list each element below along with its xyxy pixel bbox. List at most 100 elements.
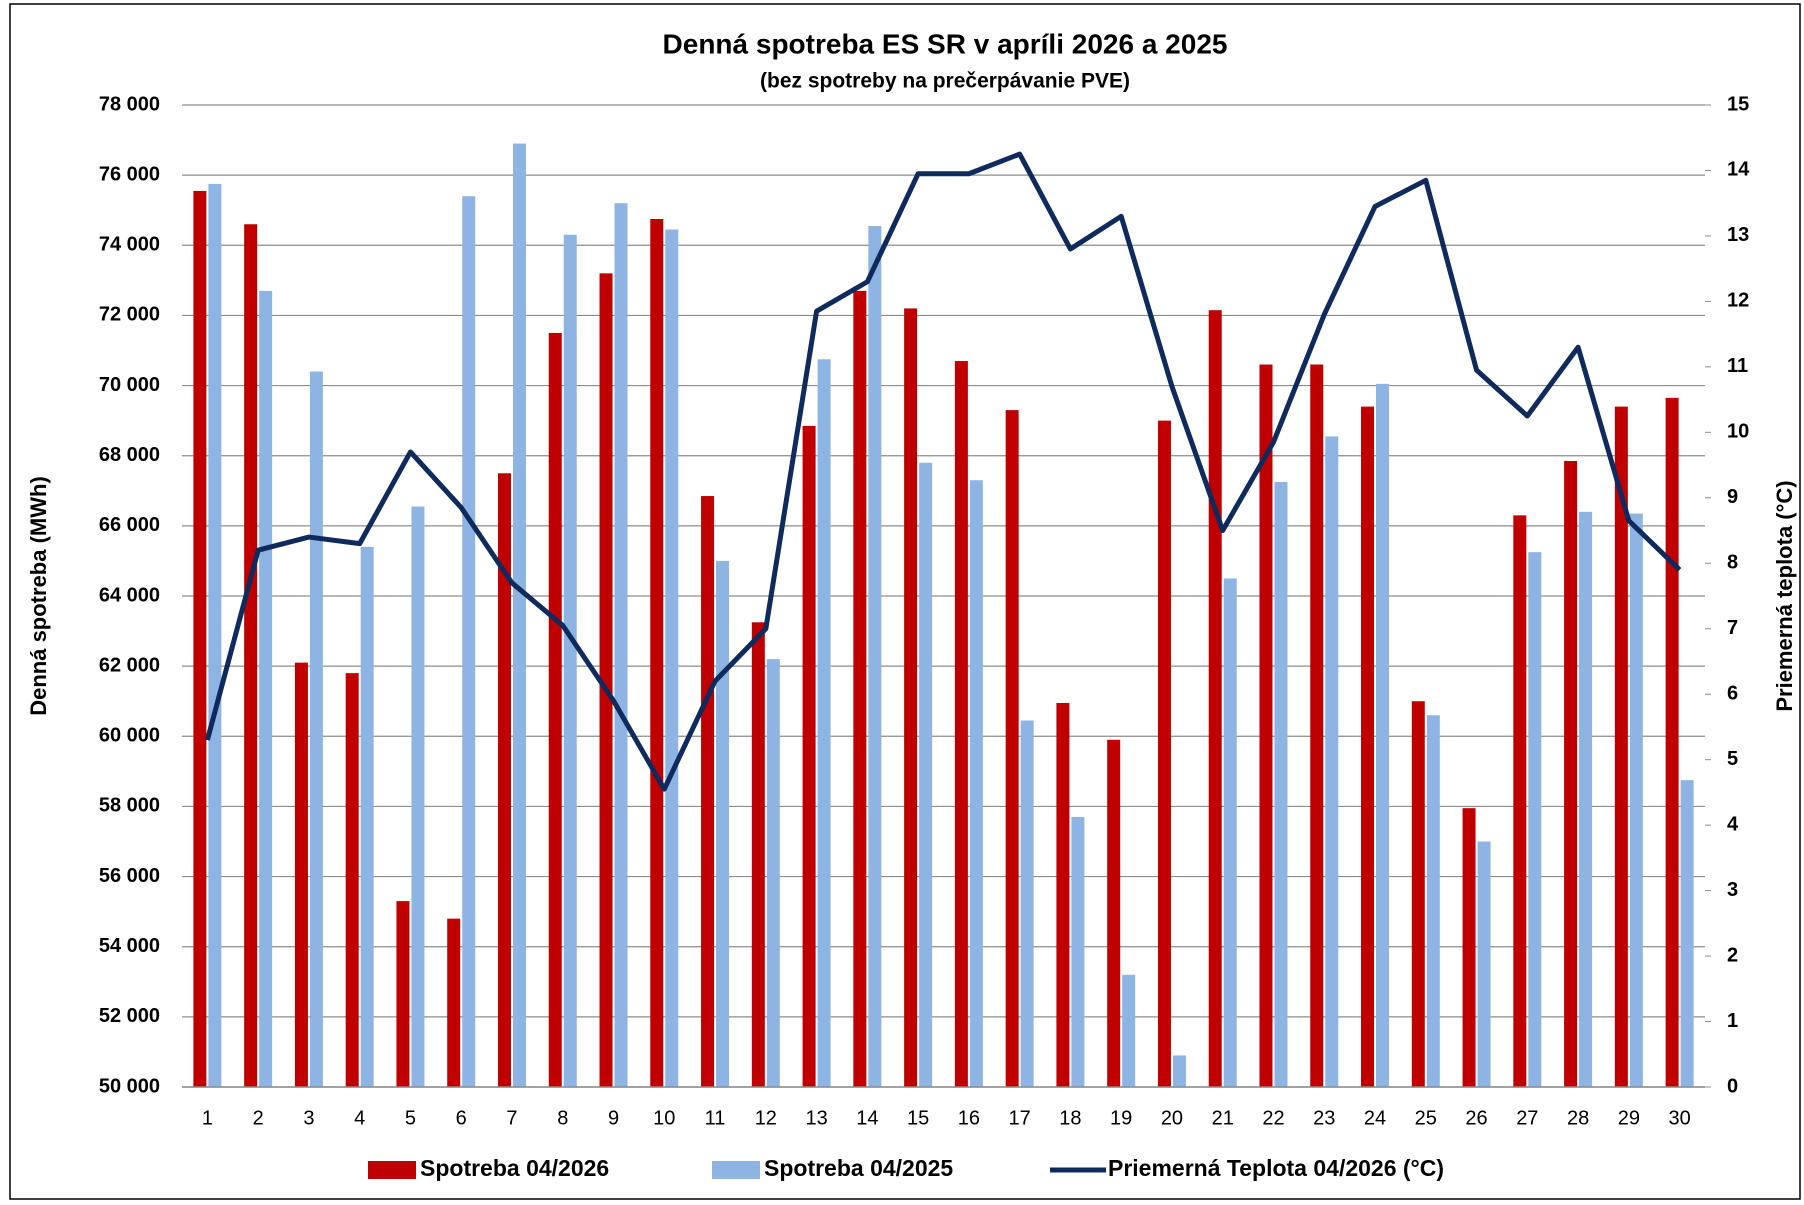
bar (1376, 383, 1390, 1087)
y-tick-label: 56 000 (99, 865, 160, 887)
x-tick-label: 9 (608, 1107, 619, 1129)
x-tick-label: 15 (907, 1107, 929, 1129)
x-tick-label: 19 (1110, 1107, 1132, 1129)
x-tick-label: 26 (1465, 1107, 1487, 1129)
chart-subtitle: (bez spotreby na prečerpávanie PVE) (760, 70, 1130, 93)
y2-tick-label: 3 (1727, 879, 1738, 901)
bar (309, 371, 323, 1087)
bar (1005, 410, 1019, 1087)
y2-tick-label: 13 (1727, 224, 1749, 246)
bar (462, 196, 476, 1087)
bar (548, 332, 562, 1087)
y2-tick-label: 4 (1727, 813, 1739, 835)
bar (512, 143, 526, 1088)
bar (716, 560, 730, 1087)
bar (599, 273, 613, 1087)
x-tick-label: 10 (653, 1107, 675, 1129)
y2-tick-label: 7 (1727, 617, 1738, 639)
x-tick-label: 20 (1161, 1107, 1183, 1129)
x-tick-label: 24 (1364, 1107, 1386, 1129)
bar (817, 359, 831, 1088)
bar (650, 218, 664, 1087)
y2-tick-label: 12 (1727, 290, 1749, 312)
bar (701, 496, 715, 1088)
x-tick-label: 6 (456, 1107, 467, 1129)
x-tick-label: 22 (1262, 1107, 1284, 1129)
bar (1310, 364, 1324, 1087)
bar (868, 225, 882, 1087)
bar (751, 622, 765, 1087)
y2-axis-title: Priemerná teplota (°C) (1772, 480, 1797, 711)
x-tick-label: 23 (1313, 1107, 1335, 1129)
x-tick-label: 12 (755, 1107, 777, 1129)
bar (1579, 511, 1593, 1087)
bar (665, 229, 679, 1088)
bar (345, 673, 359, 1087)
bar (193, 190, 207, 1088)
bar (1020, 720, 1034, 1087)
x-tick-label: 18 (1059, 1107, 1081, 1129)
y-tick-label: 78 000 (99, 93, 160, 115)
bar (1528, 552, 1542, 1087)
bar (954, 361, 968, 1087)
bar (1564, 460, 1578, 1088)
y2-tick-label: 1 (1727, 1010, 1738, 1032)
y-tick-label: 58 000 (99, 795, 160, 817)
y-tick-label: 74 000 (99, 234, 160, 256)
bar (259, 290, 273, 1088)
legend-label: Priemerná Teplota 04/2026 (°C) (1108, 1155, 1444, 1181)
x-tick-label: 17 (1009, 1107, 1031, 1129)
y-tick-label: 64 000 (99, 584, 160, 606)
x-tick-label: 16 (958, 1107, 980, 1129)
bar (802, 425, 816, 1087)
bar (447, 918, 461, 1087)
x-tick-label: 14 (856, 1107, 878, 1129)
y2-tick-label: 6 (1727, 682, 1738, 704)
x-tick-label: 29 (1618, 1107, 1640, 1129)
bar (1325, 436, 1339, 1087)
x-tick-label: 3 (303, 1107, 314, 1129)
x-tick-label: 1 (202, 1107, 213, 1129)
bar (208, 183, 222, 1088)
x-tick-label: 7 (506, 1107, 517, 1129)
bar (244, 224, 258, 1087)
x-tick-label: 4 (354, 1107, 365, 1129)
y-tick-label: 62 000 (99, 654, 160, 676)
y-tick-label: 72 000 (99, 304, 160, 326)
bar (766, 659, 780, 1087)
bar (1122, 974, 1136, 1087)
bar (1513, 515, 1527, 1087)
bar (1477, 841, 1491, 1087)
y-tick-label: 60 000 (99, 725, 160, 747)
x-tick-label: 28 (1567, 1107, 1589, 1129)
y-tick-label: 50 000 (99, 1075, 160, 1097)
y-tick-label: 66 000 (99, 514, 160, 536)
bar (969, 480, 983, 1087)
bar (1629, 513, 1643, 1087)
bar (1680, 780, 1694, 1087)
bar (1107, 739, 1121, 1087)
bar (360, 546, 374, 1087)
bar (1462, 808, 1476, 1087)
legend-swatch (368, 1161, 416, 1179)
bar (853, 290, 867, 1088)
bar (614, 203, 628, 1087)
chart-title: Denná spotreba ES SR v apríli 2026 a 202… (663, 28, 1228, 59)
x-tick-label: 2 (253, 1107, 264, 1129)
bar (1411, 701, 1425, 1087)
y2-tick-label: 9 (1727, 486, 1738, 508)
x-tick-label: 8 (557, 1107, 568, 1129)
bar (1223, 578, 1237, 1087)
y2-tick-label: 11 (1727, 355, 1748, 377)
bar (1665, 397, 1679, 1087)
y2-tick-label: 5 (1727, 748, 1738, 770)
bar (396, 901, 410, 1087)
y-tick-label: 52 000 (99, 1005, 160, 1027)
bar (1426, 715, 1440, 1087)
legend-label: Spotreba 04/2026 (420, 1155, 609, 1181)
x-tick-label: 5 (405, 1107, 416, 1129)
x-tick-label: 27 (1516, 1107, 1538, 1129)
bar (563, 234, 577, 1087)
